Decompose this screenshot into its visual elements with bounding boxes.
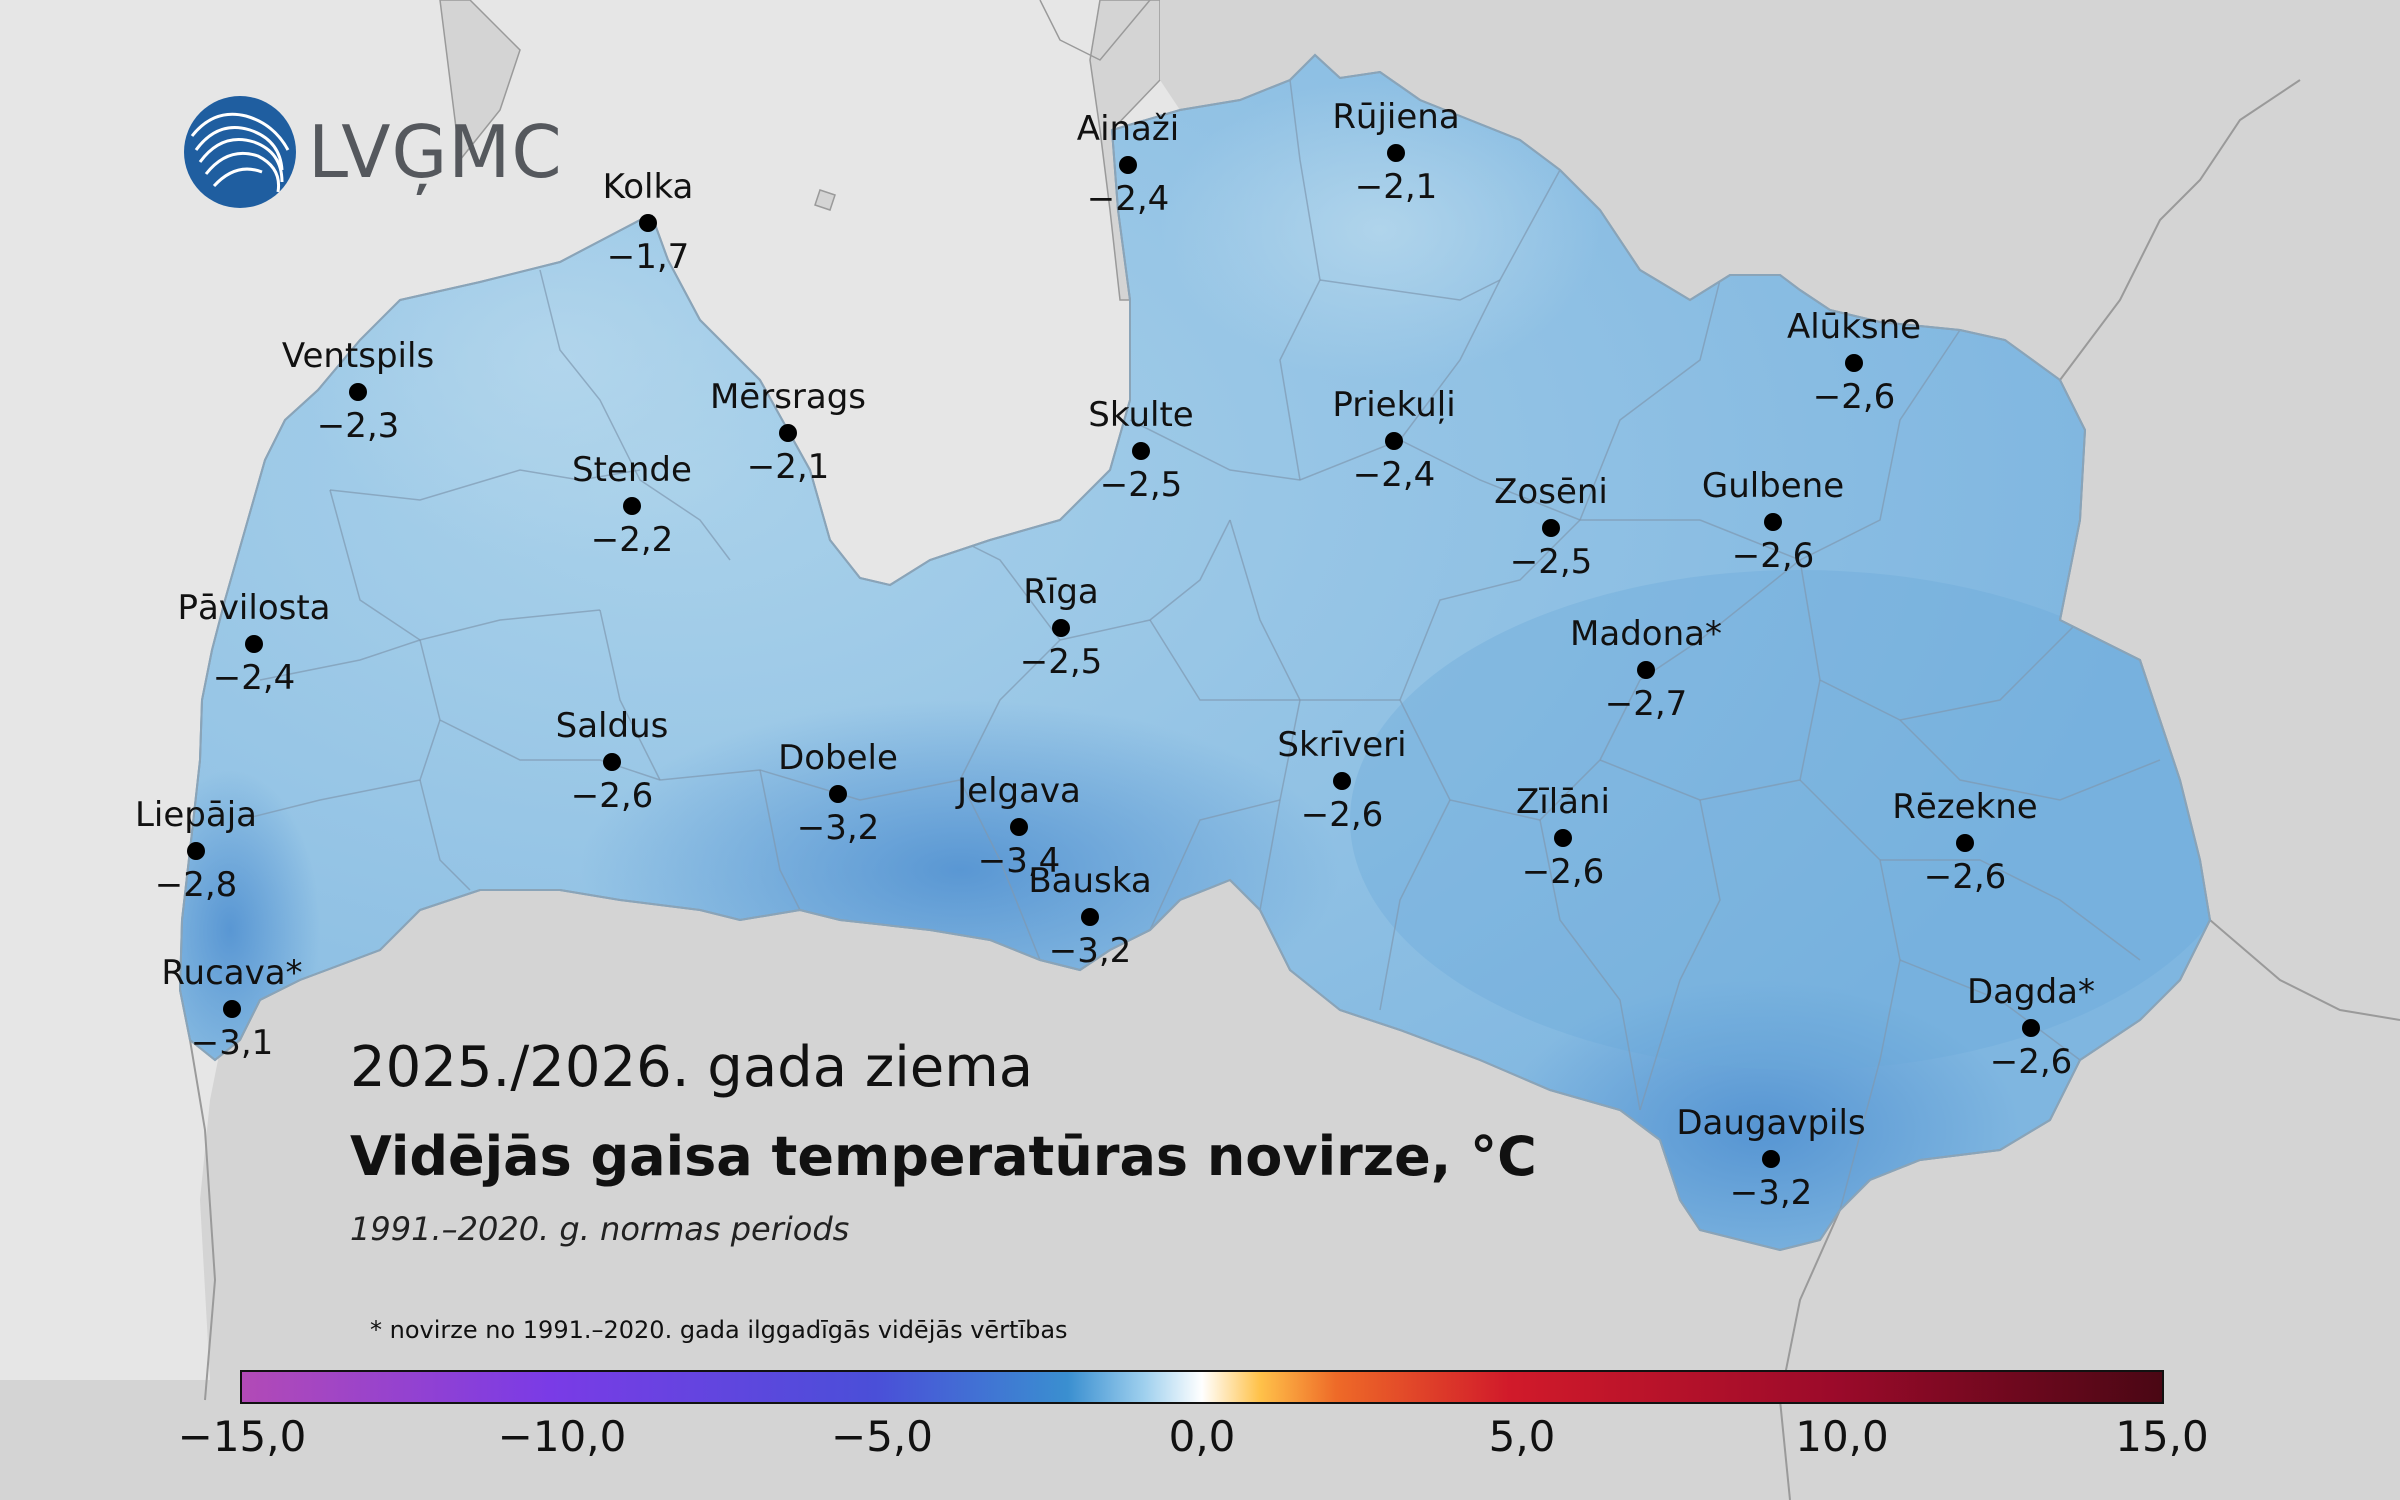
colorbar-tick-label: −5,0	[831, 1412, 933, 1461]
station-dot	[1845, 354, 1863, 372]
station-dot	[1387, 144, 1405, 162]
station-value: −2,6	[1923, 857, 2007, 897]
station-value: −2,5	[1509, 542, 1593, 582]
station-dot	[603, 753, 621, 771]
lvgmc-wave-globe-icon	[184, 96, 296, 208]
station-name: Ainaži	[1076, 109, 1180, 149]
station-value: −3,2	[796, 808, 880, 848]
footnote: * novirze no 1991.–2020. gada ilggadīgās…	[370, 1316, 1068, 1344]
station-name: Stende	[572, 450, 692, 490]
station-value: −3,4	[977, 841, 1061, 881]
station-dot	[1333, 772, 1351, 790]
station-value: −2,2	[590, 520, 674, 560]
station-name: Alūksne	[1786, 307, 1922, 347]
station-name: Kolka	[602, 167, 694, 207]
station-name: Ventspils	[281, 336, 435, 376]
station-dot	[1385, 432, 1403, 450]
colorbar-tick-label: 15,0	[2115, 1412, 2209, 1461]
station-value: −1,7	[606, 237, 690, 277]
station-dot	[1052, 619, 1070, 637]
station-name: Zosēni	[1494, 472, 1608, 512]
station-dot	[1554, 829, 1572, 847]
colorbar-tick-label: 0,0	[1168, 1412, 1236, 1461]
colorbar-tick-label: −15,0	[177, 1412, 307, 1461]
station-dot	[779, 424, 797, 442]
station-name: Dagda*	[1966, 972, 2096, 1012]
station-dot	[1762, 1150, 1780, 1168]
latvia-border	[178, 53, 2212, 1252]
colorbar	[240, 1370, 2164, 1404]
station-dot	[223, 1000, 241, 1018]
station-name: Liepāja	[134, 795, 258, 835]
station-value: −2,4	[1352, 455, 1436, 495]
station-value: −2,3	[316, 406, 400, 446]
station-dot	[1132, 442, 1150, 460]
station-value: −2,6	[1731, 536, 1815, 576]
station-dot	[829, 785, 847, 803]
station-dot	[1637, 661, 1655, 679]
station-value: −2,8	[154, 865, 238, 905]
station-name: Daugavpils	[1676, 1103, 1866, 1143]
station-value: −2,5	[1019, 642, 1103, 682]
station-dot	[1956, 834, 1974, 852]
station-dot	[623, 497, 641, 515]
station-value: −2,6	[1300, 795, 1384, 835]
station-value: −3,2	[1048, 931, 1132, 971]
period-subtitle: 1991.–2020. g. normas periods	[350, 1210, 850, 1248]
colorbar-tick-label: 5,0	[1488, 1412, 1556, 1461]
station-name: Rēzekne	[1892, 787, 2038, 827]
station-value: −2,7	[1604, 684, 1688, 724]
station-value: −3,2	[1729, 1173, 1813, 1213]
station-name: Pāvilosta	[177, 588, 331, 628]
station-dot	[1542, 519, 1560, 537]
station-value: −2,5	[1099, 465, 1183, 505]
station-dot	[639, 214, 657, 232]
station-name: Gulbene	[1701, 466, 1845, 506]
station-name: Skrīveri	[1277, 725, 1407, 765]
station-dot	[1081, 908, 1099, 926]
station-dot	[349, 383, 367, 401]
season-title: 2025./2026. gada ziema	[350, 1035, 1034, 1100]
station-dot	[245, 635, 263, 653]
station-dot	[187, 842, 205, 860]
station-markers	[187, 144, 2040, 1168]
station-name: Jelgava	[957, 771, 1081, 811]
station-value: −2,6	[1812, 377, 1896, 417]
station-value: −2,6	[1989, 1042, 2073, 1082]
station-value: −3,1	[190, 1023, 274, 1063]
station-dot	[1119, 156, 1137, 174]
station-name: Rūjiena	[1332, 97, 1460, 137]
station-name: Priekuļi	[1332, 385, 1456, 425]
station-value: −2,1	[746, 447, 830, 487]
station-value: −2,6	[1521, 852, 1605, 892]
station-value: −2,1	[1354, 167, 1438, 207]
station-name: Saldus	[555, 706, 669, 746]
station-name: Mērsrags	[709, 377, 867, 417]
station-name: Rīga	[1023, 572, 1099, 612]
station-name: Dobele	[778, 738, 898, 778]
main-title: Vidējās gaisa temperatūras novirze, °C	[350, 1125, 1537, 1188]
station-name: Bauska	[1028, 861, 1152, 901]
station-name: Madona*	[1570, 614, 1722, 654]
colorbar-tick-label: 10,0	[1795, 1412, 1889, 1461]
station-dot	[2022, 1019, 2040, 1037]
station-dot	[1764, 513, 1782, 531]
station-value: −2,4	[212, 658, 296, 698]
station-name: Zīlāni	[1515, 782, 1611, 822]
station-name: Rucava*	[161, 953, 303, 993]
logo-text: LVĢMC	[308, 110, 563, 194]
colorbar-tick-label: −10,0	[497, 1412, 627, 1461]
station-value: −2,4	[1086, 179, 1170, 219]
station-name: Skulte	[1088, 395, 1194, 435]
station-value: −2,6	[570, 776, 654, 816]
station-dot	[1010, 818, 1028, 836]
